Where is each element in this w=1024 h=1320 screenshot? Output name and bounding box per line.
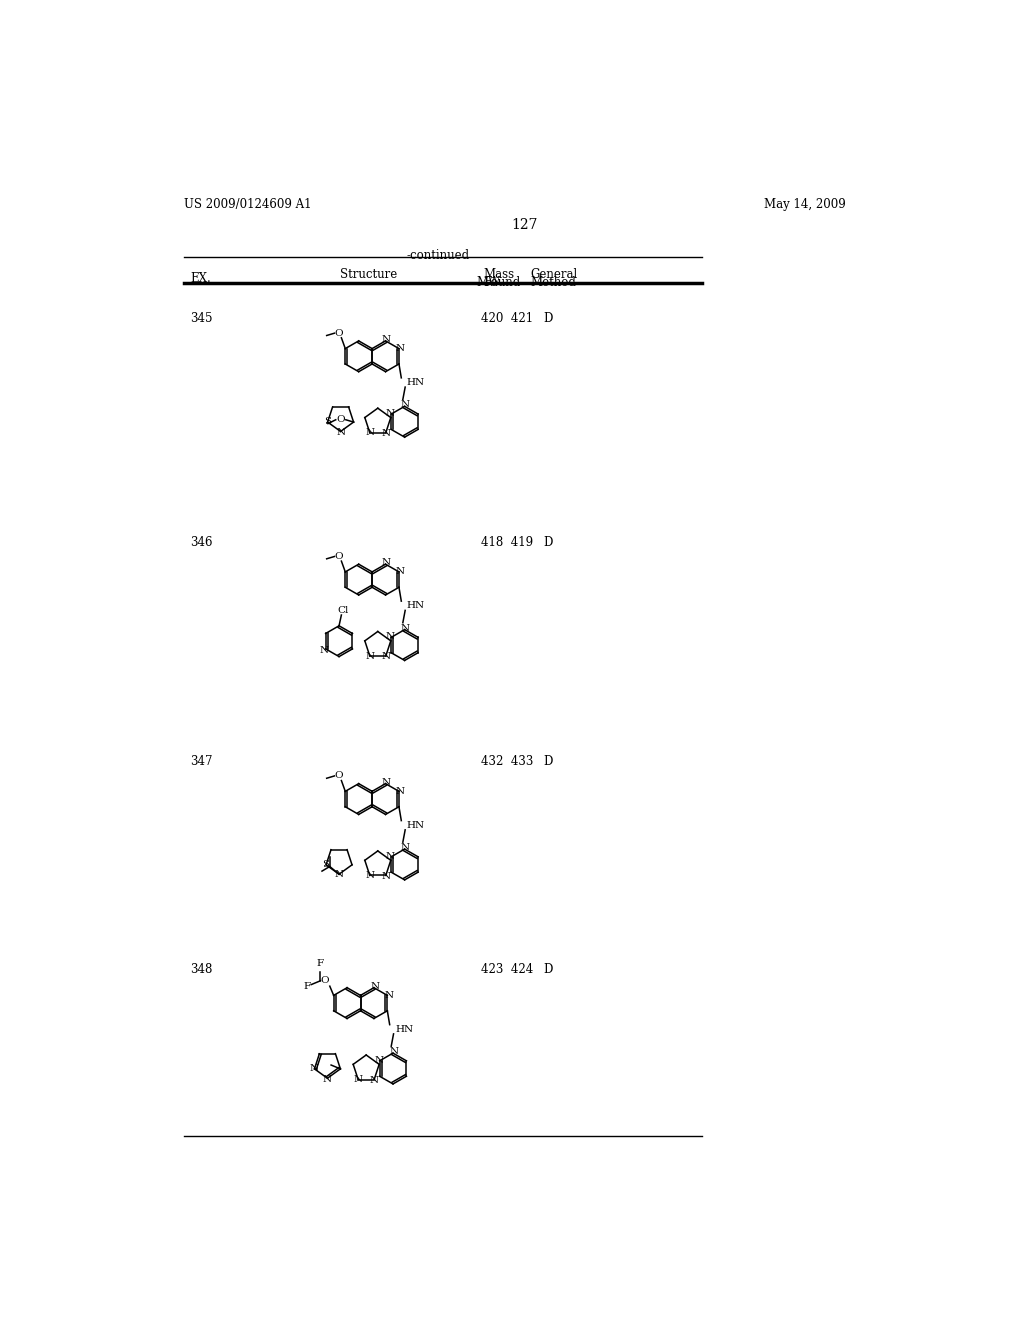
- Text: F: F: [304, 982, 311, 991]
- Text: HN: HN: [407, 602, 425, 610]
- Text: N: N: [389, 1047, 398, 1056]
- Text: General: General: [530, 268, 578, 281]
- Text: N: N: [353, 1074, 362, 1084]
- Text: N: N: [366, 428, 375, 437]
- Text: N: N: [335, 870, 344, 879]
- Text: S: S: [324, 417, 331, 426]
- Text: 347: 347: [190, 755, 213, 768]
- Text: N: N: [381, 871, 390, 880]
- Text: F: F: [316, 958, 324, 968]
- Text: N: N: [310, 1064, 319, 1073]
- Text: MW: MW: [477, 276, 501, 289]
- Text: N: N: [396, 345, 406, 352]
- Text: Structure: Structure: [340, 268, 397, 281]
- Text: N: N: [336, 428, 345, 437]
- Text: N: N: [319, 645, 329, 655]
- Text: N: N: [382, 335, 391, 343]
- Text: 127: 127: [512, 218, 538, 232]
- Text: N: N: [386, 632, 395, 642]
- Text: D: D: [544, 536, 553, 549]
- Text: N: N: [384, 991, 393, 999]
- Text: N: N: [323, 1074, 332, 1084]
- Text: N: N: [382, 558, 391, 568]
- Text: 432  433: 432 433: [480, 755, 534, 768]
- Text: N: N: [381, 652, 390, 661]
- Text: 346: 346: [190, 536, 213, 549]
- Text: 348: 348: [190, 964, 212, 975]
- Text: O: O: [336, 416, 345, 424]
- Text: US 2009/0124609 A1: US 2009/0124609 A1: [183, 198, 311, 211]
- Text: N: N: [370, 1076, 379, 1085]
- Text: D: D: [544, 755, 553, 768]
- Text: N: N: [396, 787, 406, 796]
- Text: O: O: [334, 771, 343, 780]
- Text: O: O: [334, 329, 343, 338]
- Text: 345: 345: [190, 313, 213, 326]
- Text: Method: Method: [530, 276, 577, 289]
- Text: EX.: EX.: [190, 272, 211, 285]
- Text: Found: Found: [483, 276, 521, 289]
- Text: HN: HN: [407, 378, 425, 387]
- Text: Mass: Mass: [483, 268, 514, 281]
- Text: N: N: [370, 982, 379, 990]
- Text: S: S: [323, 859, 330, 869]
- Text: HN: HN: [407, 821, 425, 830]
- Text: 420  421: 420 421: [480, 313, 532, 326]
- Text: D: D: [544, 964, 553, 975]
- Text: Cl: Cl: [337, 606, 348, 615]
- Text: N: N: [381, 429, 390, 438]
- Text: HN: HN: [395, 1024, 414, 1034]
- Text: N: N: [386, 409, 395, 417]
- Text: N: N: [366, 652, 375, 660]
- Text: 423  424: 423 424: [480, 964, 532, 975]
- Text: 418  419: 418 419: [480, 536, 532, 549]
- Text: N: N: [396, 568, 406, 577]
- Text: May 14, 2009: May 14, 2009: [764, 198, 845, 211]
- Text: N: N: [400, 623, 410, 632]
- Text: O: O: [334, 552, 343, 561]
- Text: N: N: [366, 871, 375, 880]
- Text: N: N: [382, 777, 391, 787]
- Text: N: N: [400, 400, 410, 409]
- Text: N: N: [386, 851, 395, 861]
- Text: N: N: [374, 1056, 383, 1064]
- Text: N: N: [400, 843, 410, 851]
- Text: D: D: [544, 313, 553, 326]
- Text: -continued: -continued: [407, 249, 470, 263]
- Text: O: O: [321, 977, 330, 985]
